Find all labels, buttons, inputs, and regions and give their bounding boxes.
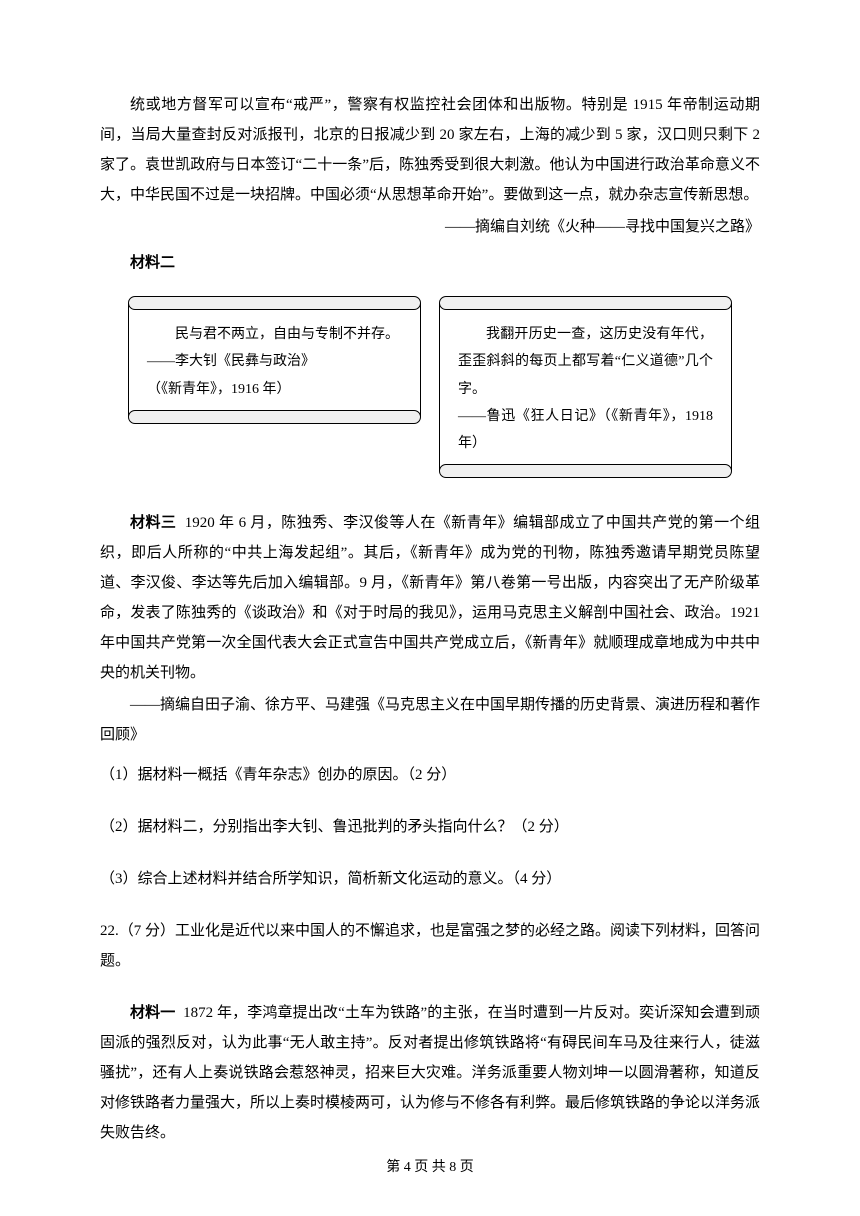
paragraph-1: 统或地方督军可以宣布“戒严”，警察有权监控社会团体和出版物。特别是 1915 年… (100, 90, 760, 210)
scroll-left: 民与君不两立，自由与专制不并存。 ——李大钊《民彝与政治》 （《新青年》，191… (128, 296, 421, 478)
question-2: （2）据材料二，分别指出李大钊、鲁迅批判的矛头指向什么？（2 分） (100, 812, 760, 842)
material-3-label: 材料三 (130, 515, 176, 531)
scroll-left-body: 民与君不两立，自由与专制不并存。 ——李大钊《民彝与政治》 （《新青年》，191… (128, 303, 421, 417)
scroll-right: 我翻开历史一查，这历史没有年代，歪歪斜斜的每页上都写着“仁义道德”几个字。 ——… (439, 296, 732, 478)
scroll-decoration-top (128, 296, 421, 310)
scroll-container: 民与君不两立，自由与专制不并存。 ——李大钊《民彝与政治》 （《新青年》，191… (128, 296, 732, 478)
source-citation-3: ——摘编自田子渝、徐方平、马建强《马克思主义在中国早期传播的历史背景、演进历程和… (100, 690, 760, 750)
material-1-para: 材料一 1872 年，李鸿章提出改“土车为铁路”的主张，在当时遭到一片反对。奕䜣… (100, 998, 760, 1148)
material-1-text: 1872 年，李鸿章提出改“土车为铁路”的主张，在当时遭到一片反对。奕䜣深知会遭… (100, 1005, 760, 1141)
material-3-para: 材料三 1920 年 6 月，陈独秀、李汉俊等人在《新青年》编辑部成立了中国共产… (100, 508, 760, 688)
question-1: （1）据材料一概括《青年杂志》创办的原因。（2 分） (100, 760, 760, 790)
scroll-left-line2: ——李大钊《民彝与政治》 (147, 348, 402, 375)
material-3: 材料三 1920 年 6 月，陈独秀、李汉俊等人在《新青年》编辑部成立了中国共产… (100, 508, 760, 688)
material-1-label: 材料一 (130, 1005, 175, 1021)
scroll-left-line1: 民与君不两立，自由与专制不并存。 (147, 321, 402, 348)
material-2-label: 材料二 (100, 248, 760, 278)
scroll-decoration-bottom (128, 410, 421, 424)
scroll-right-line1: 我翻开历史一查，这历史没有年代，歪歪斜斜的每页上都写着“仁义道德”几个字。 (458, 321, 713, 403)
scroll-right-body: 我翻开历史一查，这历史没有年代，歪歪斜斜的每页上都写着“仁义道德”几个字。 ——… (439, 303, 732, 471)
source-citation-1: ——摘编自刘统《火种——寻找中国复兴之路》 (100, 212, 760, 242)
material-1-q22: 材料一 1872 年，李鸿章提出改“土车为铁路”的主张，在当时遭到一片反对。奕䜣… (100, 998, 760, 1148)
scroll-left-line3: （《新青年》，1916 年） (147, 376, 402, 403)
scroll-decoration-bottom (439, 464, 732, 478)
material-3-text: 1920 年 6 月，陈独秀、李汉俊等人在《新青年》编辑部成立了中国共产党的第一… (100, 515, 760, 681)
question-22-intro: 22.（7 分）工业化是近代以来中国人的不懈追求，也是富强之梦的必经之路。阅读下… (100, 916, 760, 976)
scroll-right-line2: ——鲁迅《狂人日记》（《新青年》，1918年） (458, 403, 713, 458)
question-3: （3）综合上述材料并结合所学知识，简析新文化运动的意义。（4 分） (100, 864, 760, 894)
page-footer: 第 4 页 共 8 页 (0, 1154, 860, 1182)
scroll-decoration-top (439, 296, 732, 310)
